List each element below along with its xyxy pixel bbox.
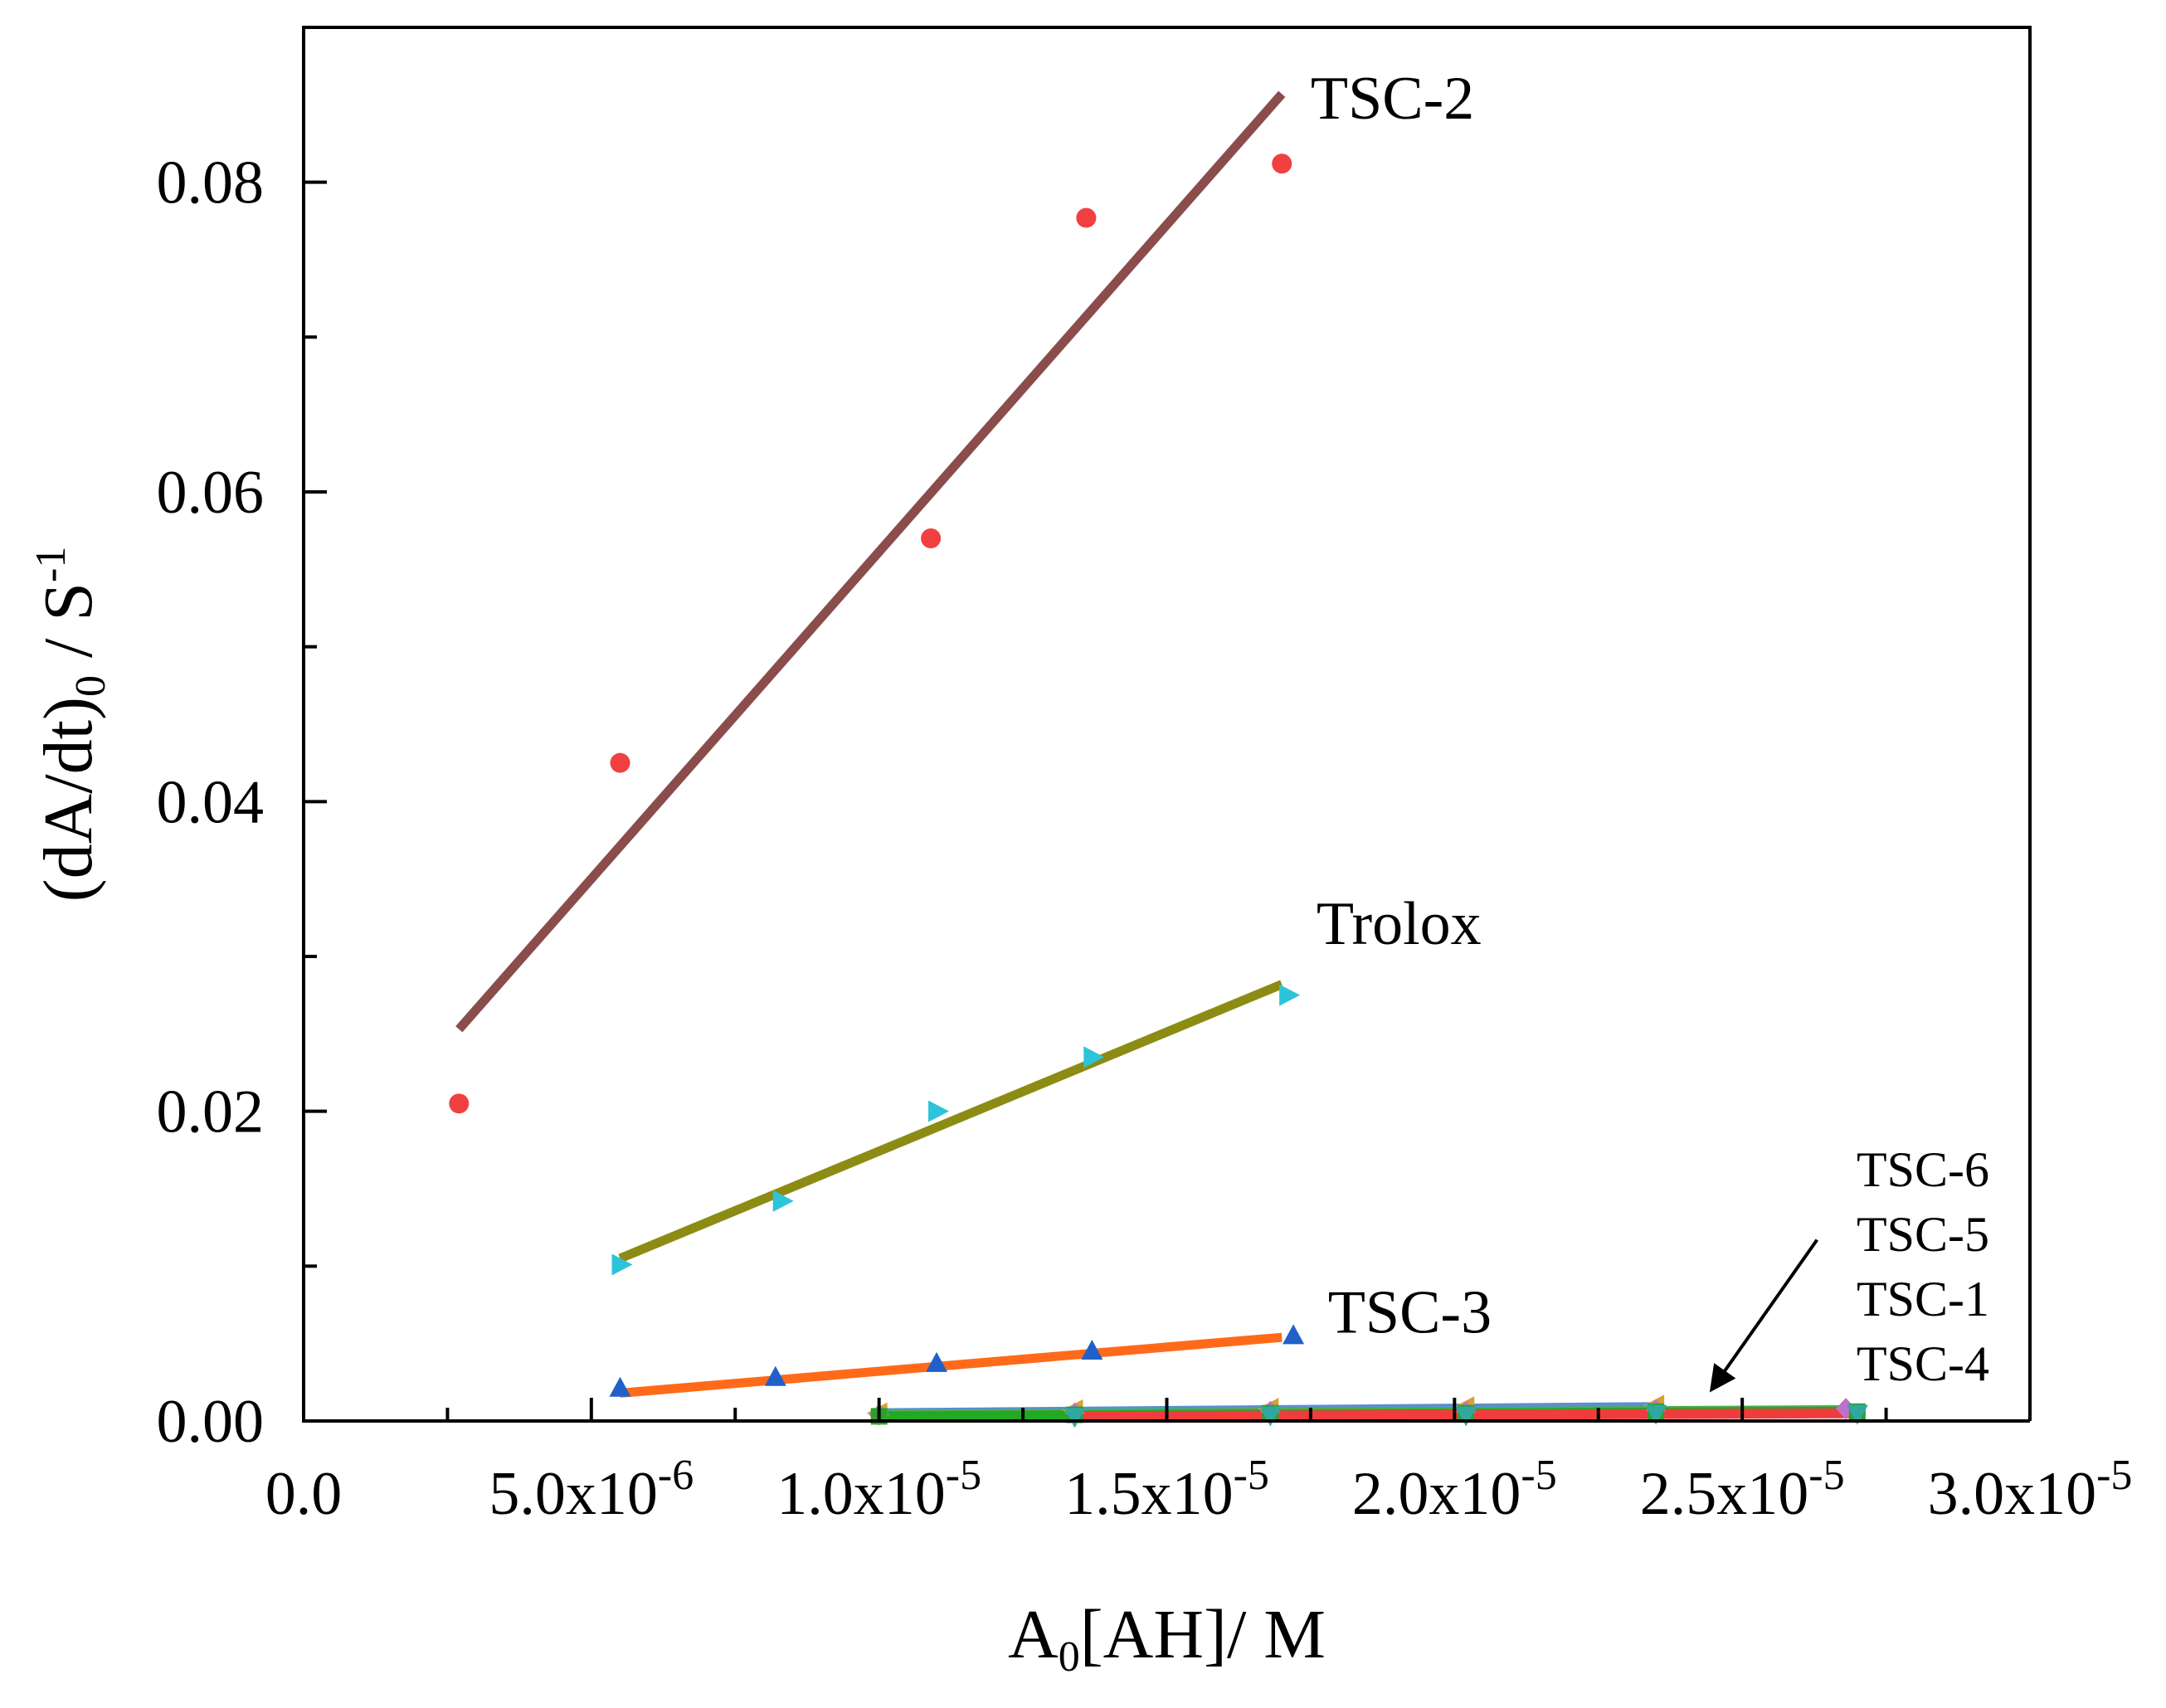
data-point-tsc-3-0 xyxy=(609,1376,631,1397)
x-tick-label-base: 1.0x10 xyxy=(776,1460,946,1528)
x-axis-title-main: A xyxy=(1008,1596,1059,1673)
data-point-tsc-2-4 xyxy=(1272,153,1292,174)
x-axis-title-rest: [AH]/ M xyxy=(1080,1596,1326,1673)
y-axis-title-mid: / S xyxy=(30,582,107,675)
curve-label-tsc-3: TSC-3 xyxy=(1328,1278,1492,1346)
data-point-tsc-2-3 xyxy=(1076,207,1097,228)
fit-line-trolox xyxy=(618,980,1284,1263)
data-point-trolox-4 xyxy=(1279,984,1301,1006)
x-tick-label-exp: -5 xyxy=(1521,1452,1556,1499)
data-point-tsc-2-0 xyxy=(449,1093,470,1114)
x-tick-label: 1.0x10-5 xyxy=(776,1452,981,1528)
y-tick-label: 0.06 xyxy=(157,459,265,527)
x-tick-label: 2.5x10-5 xyxy=(1640,1452,1845,1528)
y-axis-title-sup: -1 xyxy=(27,547,75,582)
stacked-label-tsc-1: TSC-1 xyxy=(1857,1272,1989,1326)
x-tick-label: 0.0 xyxy=(265,1460,343,1528)
data-point-tsc-3-1 xyxy=(764,1365,786,1386)
x-tick-label-base: 2.0x10 xyxy=(1352,1460,1521,1528)
data-point-tsc-3-3 xyxy=(1081,1340,1103,1360)
annotation-arrow xyxy=(1709,1238,1818,1393)
x-tick-label-base: 1.5x10 xyxy=(1064,1460,1234,1528)
data-point-tsc-4-2 xyxy=(1455,1406,1477,1427)
stacked-label-tsc-5: TSC-5 xyxy=(1857,1207,1989,1262)
x-axis-title-sub: 0 xyxy=(1059,1633,1080,1681)
data-point-trolox-2 xyxy=(928,1100,950,1122)
data-point-tsc-4-3 xyxy=(1645,1404,1667,1425)
x-tick-label: 2.0x10-5 xyxy=(1352,1452,1557,1528)
x-tick-label-exp: -5 xyxy=(2096,1452,2132,1499)
y-axis-title-sub: 0 xyxy=(67,675,114,697)
curve-label-tsc-2: TSC-2 xyxy=(1311,65,1474,133)
x-tick-label-exp: -5 xyxy=(1808,1452,1844,1499)
fit-line-tsc-3 xyxy=(620,1332,1283,1398)
data-point-tsc-2-1 xyxy=(610,752,630,773)
x-tick-label-exp: -5 xyxy=(1234,1452,1269,1499)
fit-line-tsc-2 xyxy=(455,90,1286,1033)
y-tick-label: 0.00 xyxy=(157,1388,265,1456)
x-tick-label: 3.0x10-5 xyxy=(1928,1452,2133,1528)
axes xyxy=(302,26,2032,1423)
y-tick-label: 0.08 xyxy=(157,149,265,217)
data-point-trolox-0 xyxy=(611,1253,633,1276)
y-tick-label: 0.04 xyxy=(157,768,265,836)
x-tick-label-exp: -6 xyxy=(658,1452,694,1499)
data-point-trolox-1 xyxy=(772,1190,794,1212)
y-axis-title: (dA/dt)0 / S-1 xyxy=(27,547,114,903)
x-axis-title: A0[AH]/ M xyxy=(1008,1596,1326,1681)
stacked-label-tsc-4: TSC-4 xyxy=(1857,1336,1989,1391)
x-tick-label-base: 5.0x10 xyxy=(489,1460,658,1528)
x-tick-label-base: 0.0 xyxy=(265,1460,343,1528)
stacked-label-tsc-6: TSC-6 xyxy=(1857,1142,1989,1197)
fit-lines xyxy=(455,90,1857,1422)
x-tick-label-exp: -5 xyxy=(946,1452,981,1499)
data-point-tsc-3-4 xyxy=(1283,1324,1305,1345)
data-point-tsc-4-1 xyxy=(1259,1406,1282,1427)
x-tick-label-base: 3.0x10 xyxy=(1928,1460,2097,1528)
x-tick-label: 5.0x10-6 xyxy=(489,1452,694,1528)
data-point-tsc-4-0 xyxy=(1064,1408,1086,1428)
data-point-tsc-3-2 xyxy=(926,1351,948,1372)
x-tick-label: 1.5x10-5 xyxy=(1064,1452,1269,1528)
y-tick-label: 0.02 xyxy=(157,1078,265,1146)
data-point-trolox-3 xyxy=(1083,1046,1105,1068)
x-tick-label-base: 2.5x10 xyxy=(1640,1460,1809,1528)
data-point-tsc-4-4 xyxy=(1846,1404,1868,1425)
labels: 0.000.020.040.060.080.0 5.0x10-6 1.0x10-5 1… xyxy=(27,65,2132,1681)
curve-label-trolox: Trolox xyxy=(1317,890,1482,958)
y-axis-title-pre: (dA/dt) xyxy=(30,697,107,902)
data-point-tsc-2-2 xyxy=(921,528,942,548)
